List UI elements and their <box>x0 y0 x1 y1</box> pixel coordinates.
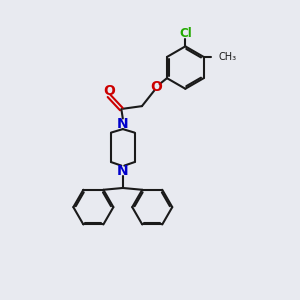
Text: O: O <box>103 83 115 98</box>
Text: CH₃: CH₃ <box>218 52 236 62</box>
Text: O: O <box>151 80 163 94</box>
Text: Cl: Cl <box>179 28 192 40</box>
Text: N: N <box>117 164 129 178</box>
Text: N: N <box>117 117 129 131</box>
